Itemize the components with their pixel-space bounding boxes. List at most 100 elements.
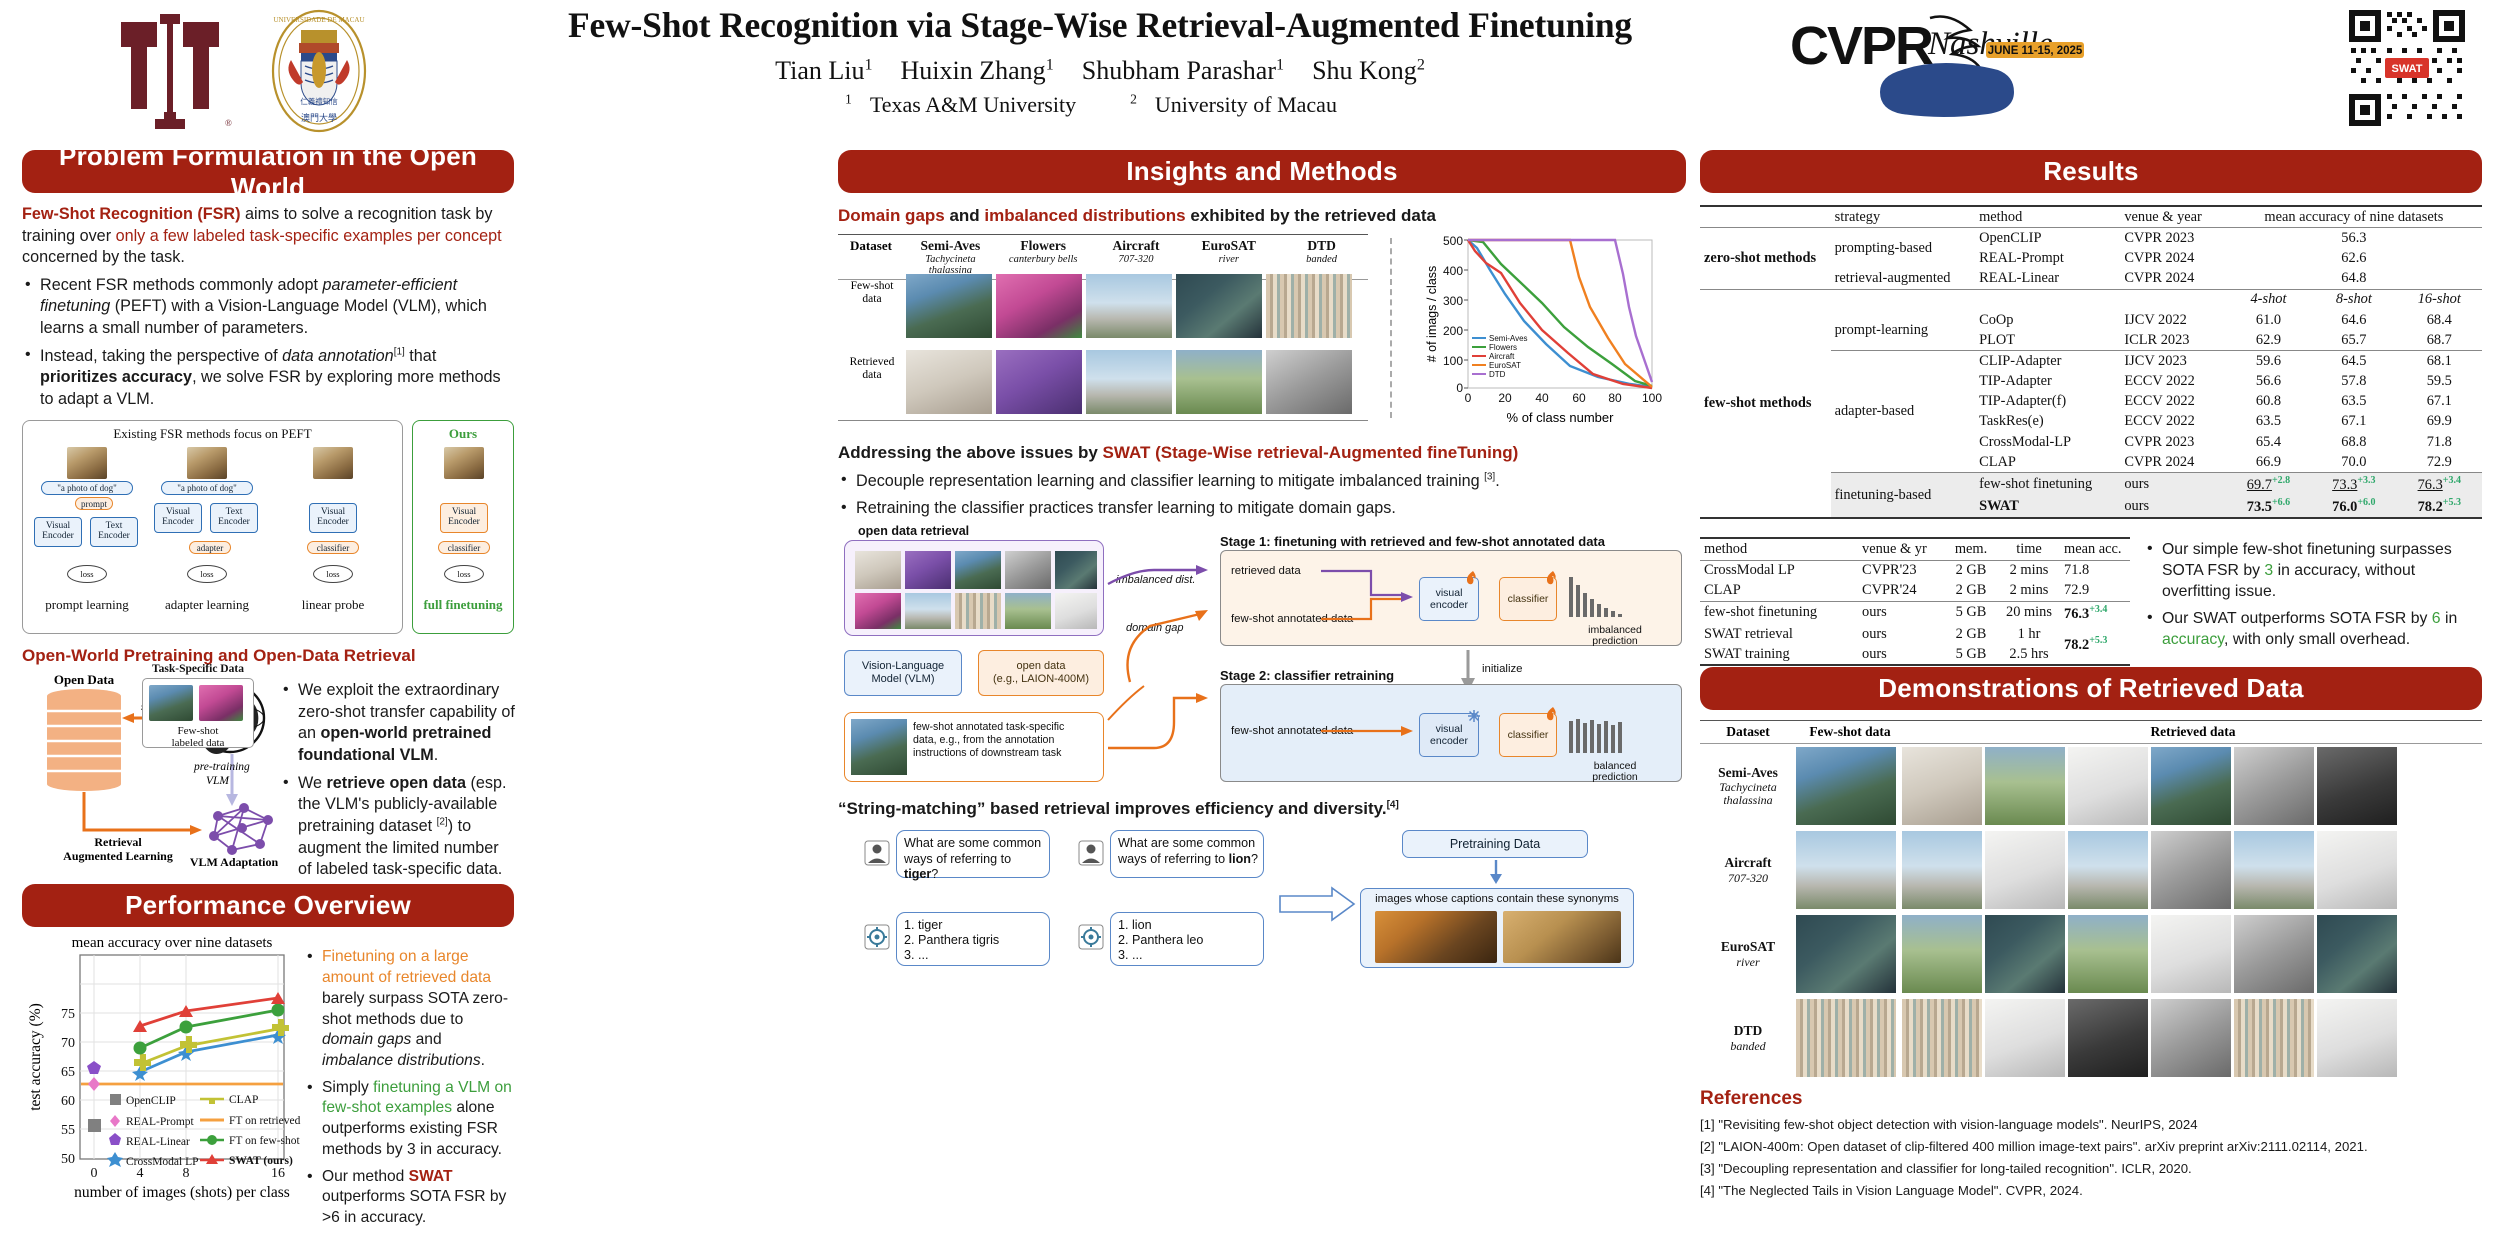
demo-row-aircraft: Aircraft 707-320 (1700, 828, 2482, 912)
cvpr-logo: CVPR Nashville JUNE 11-15, 2025 (1790, 8, 2090, 118)
reference-4: [4] "The Neglected Tails in Vision Langu… (1700, 1183, 2083, 1199)
table-row: TIP-Adapter(f) ECCV 2022 60.8 63.5 67.1 (1700, 392, 2482, 412)
shot-header-row: few-shot methods 4-shot 8-shot 16-shot (1700, 289, 2482, 411)
affiliation-1: 2 University of Macau (1130, 92, 1337, 118)
panel-caption: full finetuning (423, 597, 503, 613)
visual-encoder-box: Visual Encoder (34, 517, 82, 548)
cell-method: few-shot finetuning (1979, 475, 2093, 492)
panel-caption: prompt learning (45, 597, 129, 613)
semi-aves-retrieved-image (906, 349, 992, 414)
gap-table: Dataset Semi-Aves Tachycineta thalassina F… (838, 233, 1368, 421)
cell-strategy: finetuning-based (1834, 486, 1932, 503)
answer-box-tiger: 1. tiger 2. Panthera tigris 3. ... (896, 912, 1050, 967)
loss-ellipse: loss (313, 565, 353, 584)
retrieved-thumb-2 (905, 550, 951, 589)
retrieved-image (1985, 999, 2065, 1078)
series-markers (87, 992, 289, 1133)
banner-insights-methods: Insights and Methods (838, 150, 1686, 193)
retrieved-image (1985, 915, 2065, 994)
database-cylinder (47, 689, 121, 792)
series-dtd (1468, 238, 1654, 383)
legend-aircraft: Aircraft (1489, 352, 1515, 361)
cell-acc: 78.2+5.3 (2064, 634, 2108, 653)
snowflake-icon (1468, 709, 1480, 722)
pretraining-data-box: Pretraining Data (1402, 830, 1588, 859)
dog-thumbnail (187, 447, 227, 480)
cell-8shot: 70.0 (2341, 453, 2367, 470)
table-row: zero-shot methods prompting-based OpenCL… (1700, 227, 2482, 266)
classifier-pill: classifier (307, 541, 359, 555)
cell-venue: IJCV 2022 (2124, 311, 2187, 328)
xtick-40: 40 (1535, 391, 1549, 405)
series-flowers (1467, 238, 1653, 387)
legend-swat: SWAT (ours) (229, 1155, 293, 1167)
vertical-divider (1390, 237, 1392, 418)
retrieved-thumb-7 (905, 592, 951, 629)
pretraining-label: pre-training (193, 761, 250, 773)
answer-line-2: 2. Panthera leo (1118, 933, 1204, 948)
xtick-4: 4 (137, 1166, 144, 1181)
dtd-fewshot-image (1266, 273, 1352, 338)
retrieved-image (2234, 831, 2314, 910)
poster-header: ® 仁義禮知信 澳門大學 UNIVERSIDADE DE MACAU (0, 0, 2500, 140)
retrieval-arrow (1279, 886, 1356, 922)
cell-mem: 2 GB (1955, 562, 1987, 579)
cell-venue: ours (1862, 604, 1887, 621)
cell-method: REAL-Linear (1979, 270, 2060, 287)
banner-demonstrations: Demonstrations of Retrieved Data (1700, 667, 2482, 711)
banner-results: Results (1700, 150, 2482, 193)
tiger-image (1375, 911, 1497, 964)
texas-am-logo: ® (105, 10, 235, 132)
ytick-65: 65 (61, 1065, 75, 1080)
ytick-50: 50 (61, 1152, 75, 1167)
cell-venue: CVPR 2024 (2124, 249, 2195, 266)
retrieved-thumb-4 (1005, 550, 1051, 589)
header-4shot: 4-shot (2250, 291, 2287, 308)
cell-16shot: 71.8 (2426, 433, 2452, 450)
demo-row-label: Aircraft 707-320 (1724, 854, 1772, 885)
fsr-term: Few-Shot Recognition (FSR) (22, 205, 241, 223)
pretraining-label-2: VLM (206, 775, 230, 787)
cell-method: TaskRes(e) (1979, 413, 2044, 430)
eurosat-fewshot-image (1176, 273, 1262, 338)
table-row: TIP-Adapter ECCV 2022 56.6 57.8 59.5 (1700, 372, 2482, 392)
cell-4shot: 69.7+2.8 (2246, 475, 2291, 493)
cell-16shot: 68.4 (2426, 311, 2452, 328)
header-time: time (2016, 541, 2042, 557)
marker-openclip (88, 1119, 101, 1133)
visual-encoder-stage1: visual encoder (1419, 576, 1479, 621)
string-matching-figure: What are some common ways of referring t… (838, 826, 1686, 976)
prompt-text-pill: "a photo of dog" (161, 481, 253, 496)
legend-real-prompt: REAL-Prompt (126, 1116, 195, 1128)
group-few-shot: few-shot methods (1704, 395, 1812, 412)
visual-encoder-box: Visual Encoder (440, 503, 488, 534)
list-item: Finetuning on a large amount of retrieve… (304, 946, 516, 1071)
task-specific-box: Task-Specific Data Few-shot labeled data (142, 663, 254, 749)
cell-method: PLOT (1979, 331, 2016, 348)
subhead-domain-gaps: Domain gaps and imbalanced distributions… (838, 206, 1436, 225)
retrieved-image (2234, 915, 2314, 994)
xtick-80: 80 (1608, 391, 1622, 405)
qr-code[interactable]: SWAT (2345, 6, 2469, 130)
imbalanced-distribution-chart: 500 400 300 200 100 0 # of imags / class… (1425, 234, 1662, 425)
cell-time: 2.5 hrs (2009, 645, 2049, 662)
banner-problem-formulation: Problem Formulation in the Open World (22, 141, 514, 202)
xtick-100: 100 (1642, 391, 1662, 405)
panel-caption: adapter learning (164, 597, 250, 613)
cell-venue: ours (2124, 475, 2150, 492)
retrieved-thumb-9 (1005, 592, 1051, 629)
header-venue: venue & year (2124, 208, 2202, 225)
xtick-60: 60 (1572, 391, 1586, 405)
banner-performance-overview: Performance Overview (22, 884, 514, 928)
xtick-20: 20 (1498, 391, 1512, 405)
cell-venue: CVPR 2023 (2124, 433, 2195, 450)
column-results: Results strategy method venue & year mea… (1700, 150, 2482, 1198)
affiliation-list: 1 Texas A&M University 2 University of Maca… (500, 92, 1700, 118)
cell-venue: ours (2124, 497, 2150, 514)
references-title: References (1700, 1088, 1803, 1110)
gap-col-1: Flowers canterbury bells (1008, 237, 1078, 265)
header-strategy: strategy (1834, 208, 1881, 225)
fewshot-row-images (906, 273, 1352, 338)
fsr-highlight: only a few labeled task-specific example… (115, 226, 502, 245)
cell-method: CLAP (1704, 582, 1741, 599)
